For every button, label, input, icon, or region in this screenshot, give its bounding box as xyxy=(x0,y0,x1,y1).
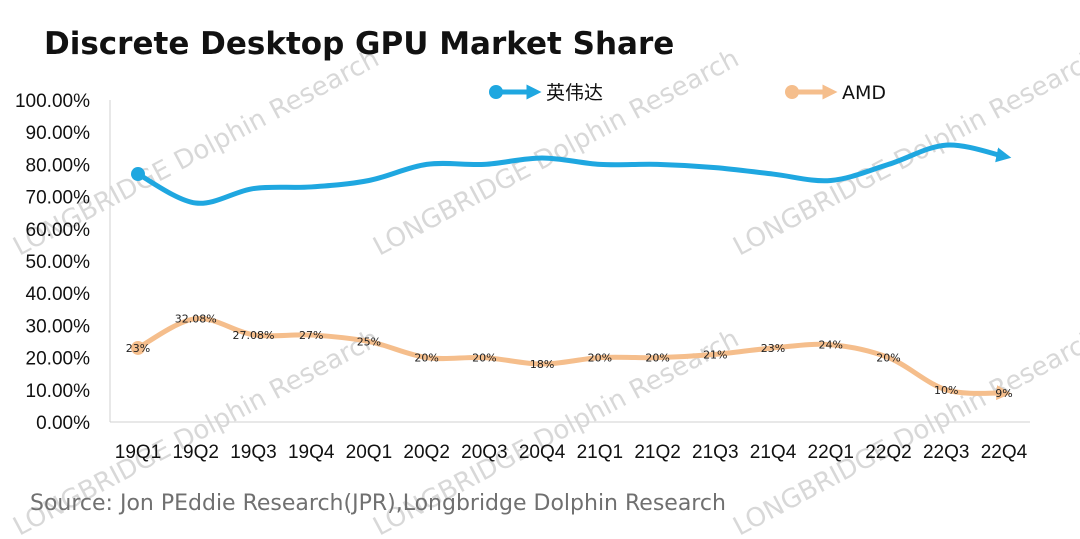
x-tick-label: 22Q1 xyxy=(808,442,854,463)
y-tick-label: 90.00% xyxy=(26,123,91,144)
data-label: 20% xyxy=(472,352,496,365)
x-tick-label: 19Q1 xyxy=(115,442,161,463)
data-label: 24% xyxy=(819,339,843,352)
data-labels: 23% 32.08% 27.08% 27% 25% 20% 20% 18% 20% 20% 21% 2… xyxy=(126,313,1013,400)
legend-label-1: AMD xyxy=(842,82,886,104)
series-start-point-0 xyxy=(131,167,145,182)
y-tick-label: 20.00% xyxy=(26,349,91,370)
watermark-text: LONGBRIDGE Dolphin Research xyxy=(728,44,1080,263)
chart-title: Discrete Desktop GPU Market Share xyxy=(44,26,674,62)
y-tick-label: 60.00% xyxy=(26,220,91,241)
data-label: 25% xyxy=(357,336,381,349)
data-label: 20% xyxy=(876,352,900,365)
series-layer xyxy=(131,142,1012,401)
x-tick-label: 21Q2 xyxy=(634,442,680,463)
x-tick-label: 22Q3 xyxy=(923,442,969,463)
legend-marker-0 xyxy=(489,85,503,99)
data-label: 18% xyxy=(530,358,554,371)
data-label: 27.08% xyxy=(232,329,274,342)
x-axis: 19Q1 19Q2 19Q3 19Q4 20Q1 20Q2 20Q3 20Q4 21Q1 21Q2… xyxy=(110,421,1030,463)
x-tick-label: 21Q3 xyxy=(692,442,738,463)
data-label: 20% xyxy=(645,352,669,365)
series-line-1 xyxy=(135,316,1012,401)
y-tick-label: 0.00% xyxy=(36,413,90,434)
source-note: Source: Jon PEddie Research(JPR),Longbri… xyxy=(30,491,726,516)
data-label: 21% xyxy=(703,348,727,361)
y-tick-label: 100.00% xyxy=(15,91,90,112)
x-tick-label: 19Q2 xyxy=(172,442,218,463)
x-tick-label: 20Q4 xyxy=(519,442,566,463)
data-label: 23% xyxy=(761,342,785,355)
legend: 英伟达 AMD xyxy=(489,82,886,104)
x-tick-label: 21Q1 xyxy=(577,442,623,463)
data-label: 27% xyxy=(299,329,323,342)
data-label: 32.08% xyxy=(175,313,217,326)
data-label: 20% xyxy=(414,352,438,365)
x-tick-label: 21Q4 xyxy=(750,442,797,463)
y-tick-label: 70.00% xyxy=(26,188,91,209)
legend-label-0: 英伟达 xyxy=(546,82,603,104)
x-tick-label: 22Q2 xyxy=(865,442,911,463)
data-label: 9% xyxy=(995,387,1012,400)
legend-marker-1 xyxy=(785,85,799,99)
x-tick-label: 20Q2 xyxy=(403,442,449,463)
data-label: 10% xyxy=(934,384,958,397)
x-tick-label: 20Q1 xyxy=(346,442,392,463)
series-start-point-1 xyxy=(131,340,145,355)
x-tick-label: 19Q3 xyxy=(230,442,276,463)
x-tick-label: 19Q4 xyxy=(288,442,335,463)
y-tick-label: 50.00% xyxy=(26,252,91,273)
x-tick-label: 20Q3 xyxy=(461,442,507,463)
x-tick-label: 22Q4 xyxy=(981,442,1028,463)
data-label: 20% xyxy=(588,352,612,365)
y-tick-label: 30.00% xyxy=(26,316,91,337)
watermark-text: LONGBRIDGE Dolphin Research xyxy=(368,44,744,263)
watermark-text: LONGBRIDGE Dolphin Research xyxy=(728,324,1080,539)
y-tick-label: 80.00% xyxy=(26,155,91,176)
y-axis: 0.00% 10.00% 20.00% 30.00% 40.00% 50.00% 60.00… xyxy=(15,91,111,434)
y-tick-label: 40.00% xyxy=(26,284,91,305)
data-label: 23% xyxy=(126,342,150,355)
series-line-0 xyxy=(135,142,1012,206)
y-tick-label: 10.00% xyxy=(26,381,91,402)
